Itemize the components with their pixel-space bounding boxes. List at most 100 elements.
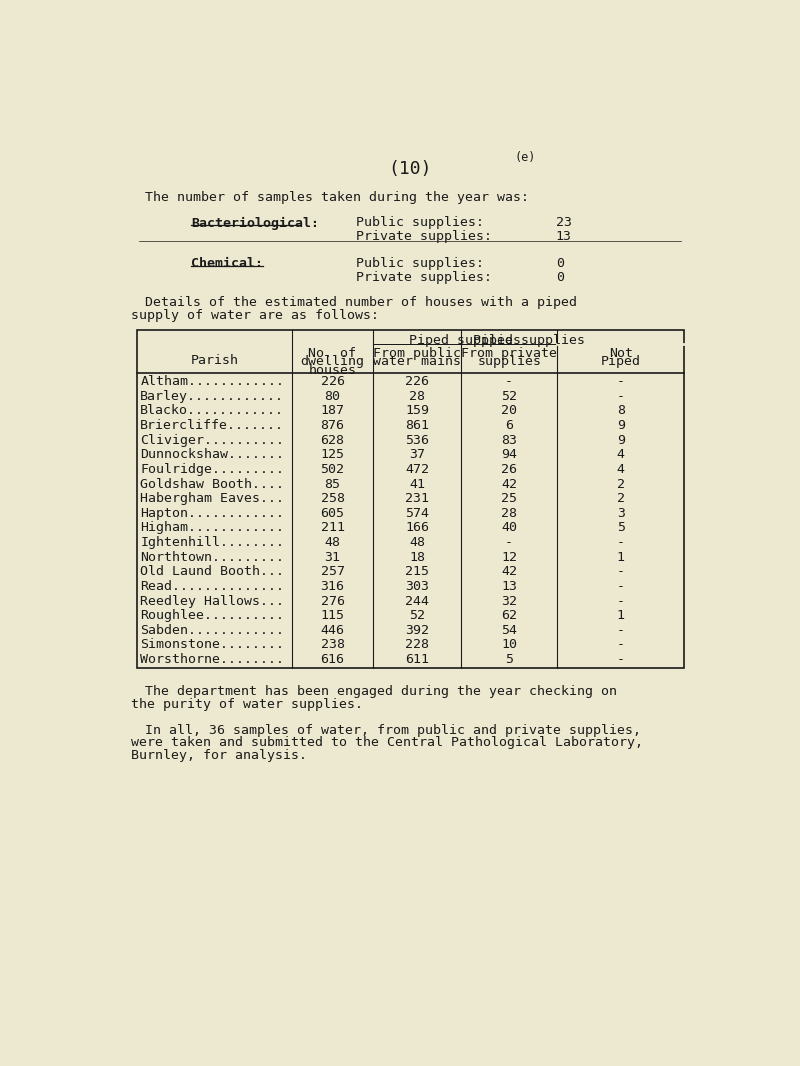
- Text: 12: 12: [501, 551, 518, 564]
- Text: 83: 83: [501, 434, 518, 447]
- Text: Reedley Hallows...: Reedley Hallows...: [140, 595, 284, 608]
- Text: The department has been engaged during the year checking on: The department has been engaged during t…: [145, 685, 617, 698]
- Text: 125: 125: [321, 448, 345, 462]
- Text: 80: 80: [325, 390, 341, 403]
- Text: 3: 3: [617, 506, 625, 520]
- Text: 0: 0: [556, 257, 564, 271]
- Text: Burnley, for analysis.: Burnley, for analysis.: [131, 748, 307, 761]
- Text: 226: 226: [321, 375, 345, 388]
- Text: 52: 52: [501, 390, 518, 403]
- Text: Private supplies:: Private supplies:: [356, 230, 492, 243]
- Text: Hapton............: Hapton............: [140, 506, 284, 520]
- Text: Parish: Parish: [190, 354, 238, 367]
- Text: 166: 166: [405, 521, 429, 534]
- Text: 8: 8: [617, 404, 625, 418]
- Text: 231: 231: [405, 492, 429, 505]
- Text: Bacteriological:: Bacteriological:: [191, 216, 319, 229]
- Text: 276: 276: [321, 595, 345, 608]
- Text: -: -: [617, 580, 625, 593]
- Text: 1: 1: [617, 551, 625, 564]
- Text: 10: 10: [501, 639, 518, 651]
- Text: 42: 42: [501, 565, 518, 578]
- Text: water mains: water mains: [373, 355, 461, 368]
- Text: Foulridge.........: Foulridge.........: [140, 463, 284, 475]
- Text: 4: 4: [617, 448, 625, 462]
- Text: 215: 215: [405, 565, 429, 578]
- Text: Details of the estimated number of houses with a piped: Details of the estimated number of house…: [145, 295, 577, 309]
- Text: -: -: [617, 536, 625, 549]
- Text: 2: 2: [617, 478, 625, 490]
- Text: 42: 42: [501, 478, 518, 490]
- Text: 40: 40: [501, 521, 518, 534]
- Text: 536: 536: [405, 434, 429, 447]
- Text: dwelling: dwelling: [301, 355, 365, 368]
- Text: 211: 211: [321, 521, 345, 534]
- Text: Dunnockshaw.......: Dunnockshaw.......: [140, 448, 284, 462]
- Text: 13: 13: [556, 230, 572, 243]
- Text: 303: 303: [405, 580, 429, 593]
- Text: Blacko............: Blacko............: [140, 404, 284, 418]
- Text: 861: 861: [405, 419, 429, 432]
- Text: 32: 32: [501, 595, 518, 608]
- Text: Piped supplies: Piped supplies: [409, 334, 521, 346]
- Text: 20: 20: [501, 404, 518, 418]
- Text: 605: 605: [321, 506, 345, 520]
- Text: Private supplies:: Private supplies:: [356, 271, 492, 285]
- Text: 28: 28: [501, 506, 518, 520]
- Text: 62: 62: [501, 609, 518, 623]
- Text: 1: 1: [617, 609, 625, 623]
- Text: 25: 25: [501, 492, 518, 505]
- Text: In all, 36 samples of water, from public and private supplies,: In all, 36 samples of water, from public…: [145, 724, 641, 737]
- Text: The number of samples taken during the year was:: The number of samples taken during the y…: [145, 191, 529, 204]
- Text: 48: 48: [409, 536, 425, 549]
- Text: 876: 876: [321, 419, 345, 432]
- Text: Chemical:: Chemical:: [191, 257, 263, 271]
- Bar: [138, 330, 684, 668]
- Text: 52: 52: [409, 609, 425, 623]
- Text: supplies: supplies: [477, 355, 542, 368]
- Text: 48: 48: [325, 536, 341, 549]
- Text: -: -: [617, 653, 625, 666]
- Text: Not: Not: [609, 346, 633, 359]
- Text: were taken and submitted to the Central Pathological Laboratory,: were taken and submitted to the Central …: [131, 737, 643, 749]
- Text: 6: 6: [506, 419, 514, 432]
- Text: Cliviger..........: Cliviger..........: [140, 434, 284, 447]
- Text: supply of water are as follows:: supply of water are as follows:: [131, 309, 379, 322]
- Text: 159: 159: [405, 404, 429, 418]
- Text: -: -: [617, 595, 625, 608]
- Text: -: -: [617, 624, 625, 636]
- Text: -: -: [617, 390, 625, 403]
- Text: 94: 94: [501, 448, 518, 462]
- Text: 228: 228: [405, 639, 429, 651]
- Text: 574: 574: [405, 506, 429, 520]
- Text: 244: 244: [405, 595, 429, 608]
- Text: 13: 13: [501, 580, 518, 593]
- Text: 26: 26: [501, 463, 518, 475]
- Text: 187: 187: [321, 404, 345, 418]
- Text: 4: 4: [617, 463, 625, 475]
- Text: Sabden............: Sabden............: [140, 624, 284, 636]
- Text: Higham............: Higham............: [140, 521, 284, 534]
- Text: -: -: [506, 536, 514, 549]
- Text: 5: 5: [506, 653, 514, 666]
- Text: 226: 226: [405, 375, 429, 388]
- Text: 5: 5: [617, 521, 625, 534]
- Text: Barley............: Barley............: [140, 390, 284, 403]
- Text: 41: 41: [409, 478, 425, 490]
- Text: 23: 23: [556, 216, 572, 229]
- Text: 85: 85: [325, 478, 341, 490]
- Text: Piped supplies: Piped supplies: [473, 334, 585, 346]
- Text: 37: 37: [409, 448, 425, 462]
- Text: Roughlee..........: Roughlee..........: [140, 609, 284, 623]
- Text: 257: 257: [321, 565, 345, 578]
- Text: 28: 28: [409, 390, 425, 403]
- Text: Simonstone........: Simonstone........: [140, 639, 284, 651]
- Text: houses: houses: [309, 364, 357, 376]
- Text: (10): (10): [388, 160, 432, 178]
- Text: the purity of water supplies.: the purity of water supplies.: [131, 698, 363, 711]
- Text: Piped: Piped: [601, 355, 641, 368]
- Text: 472: 472: [405, 463, 429, 475]
- Text: Altham............: Altham............: [140, 375, 284, 388]
- Text: 2: 2: [617, 492, 625, 505]
- Text: Public supplies:: Public supplies:: [356, 257, 484, 271]
